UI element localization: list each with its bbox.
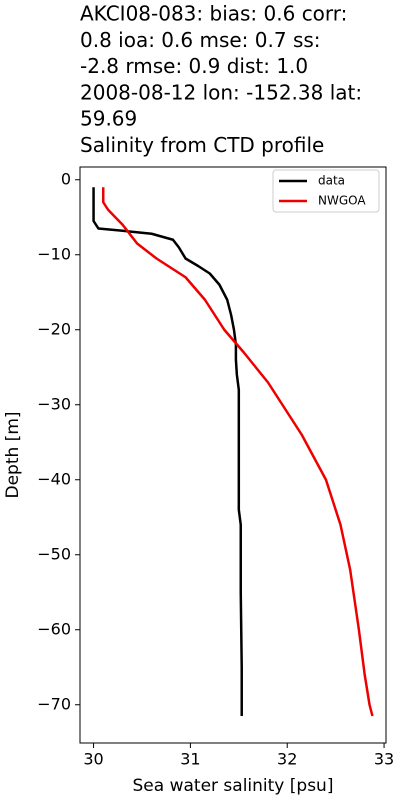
plot-frame xyxy=(79,166,387,744)
chart-title: AKCI08-083: bias: 0.6 corr: xyxy=(80,2,347,26)
chart-title: 59.69 xyxy=(80,107,137,131)
legend-label: NWGOA xyxy=(318,194,366,208)
x-tick-label: 31 xyxy=(180,750,200,769)
y-tick-label: −60 xyxy=(37,619,71,638)
chart-title: Salinity from CTD profile xyxy=(80,133,324,157)
y-axis-label: Depth [m] xyxy=(3,411,23,498)
chart-title: 2008-08-12 lon: -152.38 lat: xyxy=(80,80,362,104)
y-tick-label: −30 xyxy=(37,394,71,413)
y-tick-label: −40 xyxy=(37,469,71,488)
legend-label: data xyxy=(318,174,345,188)
chart-title: -2.8 rmse: 0.9 dist: 1.0 xyxy=(80,54,308,78)
y-tick-label: −50 xyxy=(37,544,71,563)
x-tick-label: 33 xyxy=(374,750,394,769)
y-tick-label: −20 xyxy=(37,319,71,338)
y-tick-label: −70 xyxy=(37,694,71,713)
y-tick-label: −10 xyxy=(37,244,71,263)
x-tick-label: 32 xyxy=(277,750,297,769)
x-axis-label: Sea water salinity [psu] xyxy=(133,776,334,796)
x-tick-label: 30 xyxy=(83,750,103,769)
series-line xyxy=(92,187,243,716)
series-line xyxy=(101,187,374,717)
y-tick-label: 0 xyxy=(61,169,71,188)
chart-title: 0.8 ioa: 0.6 mse: 0.7 ss: xyxy=(80,28,321,52)
